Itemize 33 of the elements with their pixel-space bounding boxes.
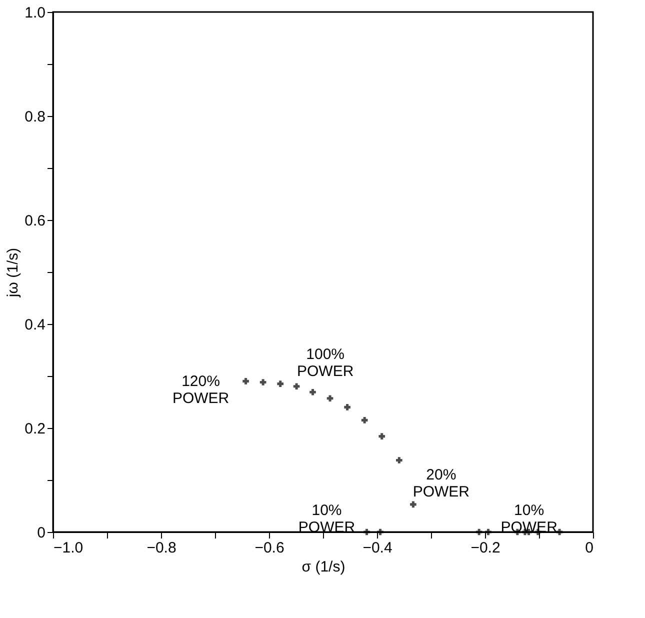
y-tick-label: 0.4 — [24, 316, 46, 334]
annotation: 100% POWER — [297, 346, 354, 380]
y-tick-label: 0 — [37, 524, 46, 542]
x-tick-label: 0 — [585, 540, 594, 556]
x-axis-title: σ (1/s) — [302, 558, 346, 576]
point — [277, 380, 284, 387]
point — [361, 417, 368, 424]
point — [293, 383, 300, 390]
point — [344, 404, 350, 410]
point — [377, 528, 384, 536]
y-tick-label: 0.2 — [24, 420, 46, 438]
point — [378, 433, 386, 440]
point — [396, 457, 402, 464]
annotation: 120% POWER — [172, 373, 230, 408]
y-tick-label: 0.6 — [24, 212, 46, 230]
y-axis-title: jω (1/s) — [4, 248, 22, 298]
point — [410, 501, 416, 508]
x-tick-label: −0.4 — [362, 540, 392, 556]
point — [485, 528, 492, 536]
point — [364, 528, 370, 536]
point — [242, 378, 249, 384]
x-tick-label: −1.0 — [54, 540, 84, 556]
point — [556, 528, 563, 536]
point — [310, 388, 316, 396]
point — [260, 379, 266, 386]
point — [476, 528, 482, 536]
y-tick-label: 1.0 — [24, 4, 46, 22]
x-tick-label: −0.2 — [470, 540, 500, 556]
x-tick-label: −0.8 — [146, 540, 176, 556]
point — [326, 395, 334, 402]
y-tick-label: 0.8 — [24, 108, 46, 126]
annotation: 20% POWER — [412, 466, 470, 500]
x-tick-label: −0.6 — [254, 540, 284, 556]
